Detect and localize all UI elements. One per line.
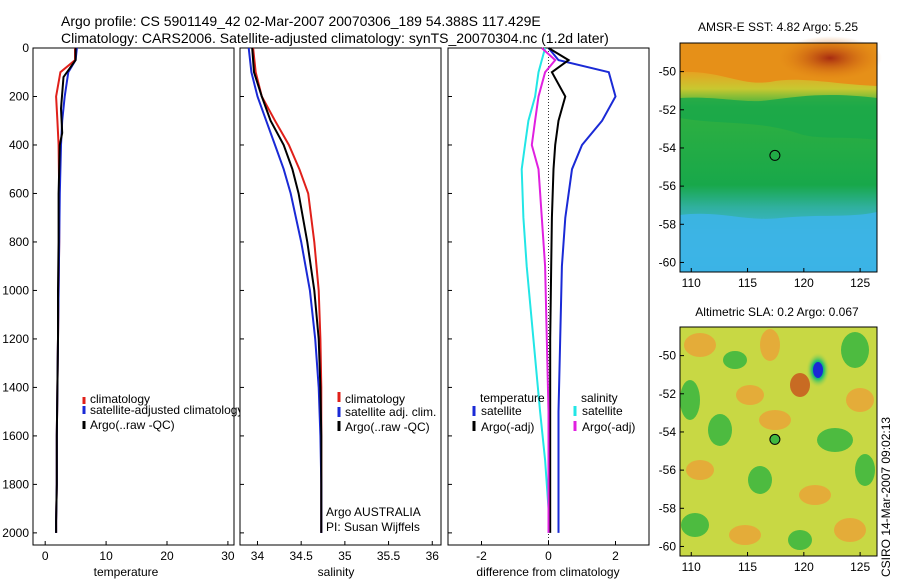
legend-label: Argo(-adj): [582, 420, 635, 434]
y-tick-label: -60: [659, 255, 677, 269]
y-tick-label: 1000: [2, 283, 29, 297]
y-tick-label: -56: [659, 179, 677, 193]
y-tick-label: 1800: [2, 477, 29, 491]
sla-eddies: [680, 329, 875, 550]
sla-map-field: [679, 326, 878, 557]
y-tick-label: 1400: [2, 380, 29, 394]
y-tick-label: -54: [659, 425, 677, 439]
legend-label: Argo(..raw -QC): [345, 420, 430, 434]
sst-green-band: [680, 94, 877, 140]
sst-map-panel: AMSR-E SST: 4.82 Argo: 5.25 110 115 120 125…: [659, 20, 882, 290]
legend-label: satellite adj. clim.: [345, 405, 436, 419]
legend-label: Argo(-adj): [481, 420, 534, 434]
y-tick-label: -54: [659, 141, 677, 155]
salinity-panel: 34 34.5 35 35.5 36 salinity climatology sate…: [239, 47, 442, 579]
x-tick-label: 35.5: [377, 549, 401, 563]
series-line: [247, 47, 323, 533]
x-tick-label: 34: [251, 549, 265, 563]
x-tick-label: 115: [738, 560, 757, 574]
salinity-legend: climatology satellite adj. clim. Argo(..…: [337, 392, 436, 434]
y-tick-label: 800: [9, 235, 29, 249]
sst-cold-south: [680, 212, 877, 272]
series-line: [547, 47, 571, 533]
y-tick-label: 0: [22, 41, 29, 55]
legend-label: satellite-adjusted climatology: [90, 403, 243, 417]
x-tick-label: 0: [545, 549, 552, 563]
legend-title-salinity: salinity: [581, 391, 618, 405]
x-tick-label: 120: [794, 276, 814, 290]
series-line: [530, 47, 557, 533]
y-tick-label: -58: [659, 501, 677, 515]
temperature-panel: 0 10 20 30 0 200 400 600 800 1000 1200 1400 1600 1800…: [2, 41, 243, 579]
temperature-xlabel: temperature: [94, 565, 159, 579]
sst-map-frame: [679, 42, 878, 273]
x-tick-label: 2: [612, 549, 619, 563]
y-tick-label: -50: [659, 349, 677, 363]
legend-label: satellite: [582, 404, 623, 418]
argo-australia-annotation: Argo AUSTRALIA: [326, 505, 421, 519]
y-tick-label: 400: [9, 138, 29, 152]
x-tick-label: 36: [426, 549, 440, 563]
y-tick-label: 600: [9, 186, 29, 200]
header-line2: Climatology: CARS2006. Satellite-adjuste…: [61, 30, 609, 46]
y-tick-label: 200: [9, 89, 29, 103]
y-tick-label: -52: [659, 103, 677, 117]
x-tick-label: 125: [850, 276, 870, 290]
y-tick-label: -58: [659, 217, 677, 231]
series-line: [55, 48, 77, 533]
y-tick-label: -52: [659, 387, 677, 401]
y-tick-label: -56: [659, 463, 677, 477]
x-tick-label: 30: [221, 549, 235, 563]
difference-legend: temperature salinity satellite Argo(-adj…: [472, 391, 635, 434]
y-tick-label: -50: [659, 65, 677, 79]
argo-position-marker: [769, 433, 781, 445]
x-tick-label: 10: [99, 549, 113, 563]
y-tick-label: 2000: [2, 526, 29, 540]
legend-label: climatology: [90, 392, 150, 406]
y-tick-label: -60: [659, 539, 677, 553]
sst-map-field: [679, 36, 882, 273]
salinity-xlabel: salinity: [318, 565, 355, 579]
series-line: [520, 47, 550, 533]
y-tick-label: 1200: [2, 332, 29, 346]
temperature-axes-frame: [32, 47, 235, 546]
legend-label: climatology: [345, 392, 405, 406]
sst-warm-core: [778, 36, 882, 80]
sla-map-frame: [679, 326, 878, 557]
x-tick-label: 20: [160, 549, 174, 563]
x-tick-label: -2: [476, 549, 487, 563]
x-tick-label: 35: [338, 549, 352, 563]
x-tick-label: 110: [682, 560, 701, 574]
x-tick-label: 34.5: [289, 549, 313, 563]
x-tick-label: 110: [682, 276, 701, 290]
series-line: [251, 47, 323, 533]
sla-map-title: Altimetric SLA: 0.2 Argo: 0.067: [695, 305, 859, 319]
sla-low-eddy-core: [813, 362, 823, 378]
pi-annotation: PI: Susan Wijffels: [326, 520, 420, 534]
x-tick-label: 120: [794, 560, 814, 574]
x-tick-label: 125: [850, 560, 870, 574]
legend-label: Argo(..raw -QC): [90, 418, 175, 432]
legend-title-temperature: temperature: [480, 391, 545, 405]
header-line1: Argo profile: CS 5901149_42 02-Mar-2007 …: [61, 13, 541, 29]
difference-panel: -2 0 2 difference from climatology tempera…: [447, 47, 650, 579]
x-tick-label: 0: [42, 549, 49, 563]
series-line: [547, 47, 617, 533]
legend-label: satellite: [481, 404, 522, 418]
x-tick-label: 115: [738, 276, 757, 290]
y-tick-label: 1600: [2, 429, 29, 443]
argo-position-marker: [769, 149, 781, 161]
difference-xlabel: difference from climatology: [476, 565, 619, 579]
sst-map-title: AMSR-E SST: 4.82 Argo: 5.25: [698, 20, 858, 34]
sla-map-panel: Altimetric SLA: 0.2 Argo: 0.067: [659, 305, 878, 574]
side-credit: CSIRO 14-Mar-2007 09:02:13: [879, 417, 893, 577]
salinity-axes-frame: [239, 47, 442, 546]
temperature-legend: climatology satellite-adjusted climatolo…: [82, 392, 243, 432]
